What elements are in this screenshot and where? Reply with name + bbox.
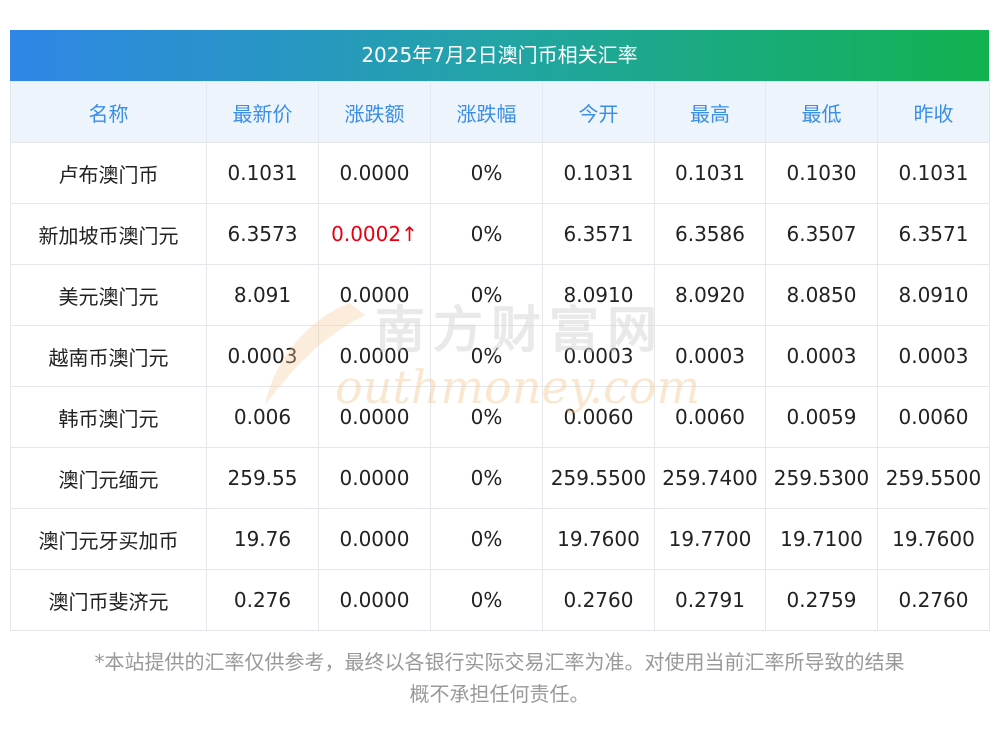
cell-latest: 0.006 [206, 386, 319, 448]
disclaimer-line-1: *本站提供的汇率仅供参考，最终以各银行实际交易汇率为准。对使用当前汇率所导致的结… [94, 650, 905, 674]
cell-name: 越南币澳门元 [10, 325, 207, 387]
cell-latest: 0.0003 [206, 325, 319, 387]
table-title: 2025年7月2日澳门币相关汇率 [10, 30, 989, 81]
column-header-high: 最高 [654, 81, 766, 143]
cell-prev-close: 19.7600 [877, 508, 990, 570]
cell-high: 6.3586 [654, 203, 766, 265]
cell-latest: 0.276 [206, 569, 319, 631]
cell-change: 0.0000 [318, 569, 431, 631]
cell-latest: 6.3573 [206, 203, 319, 265]
column-header-name: 名称 [10, 81, 207, 143]
cell-prev-close: 6.3571 [877, 203, 990, 265]
cell-high: 8.0920 [654, 264, 766, 326]
disclaimer-line-2: 概不承担任何责任。 [409, 682, 590, 706]
cell-name: 澳门元牙买加币 [10, 508, 207, 570]
cell-low: 0.1030 [765, 142, 878, 204]
cell-open: 6.3571 [542, 203, 655, 265]
cell-latest: 8.091 [206, 264, 319, 326]
cell-open: 0.0003 [542, 325, 655, 387]
table-header: 名称 最新价 涨跌额 涨跌幅 今开 最高 最低 昨收 [10, 81, 990, 143]
cell-change-pct: 0% [430, 569, 543, 631]
rate-table-panel: 2025年7月2日澳门币相关汇率 名称 最新价 涨跌额 涨跌幅 今开 最高 最低… [10, 30, 990, 631]
cell-change-pct: 0% [430, 203, 543, 265]
cell-latest: 19.76 [206, 508, 319, 570]
cell-name: 美元澳门元 [10, 264, 207, 326]
cell-change: 0.0000 [318, 447, 431, 509]
cell-high: 19.7700 [654, 508, 766, 570]
table-row: 卢布澳门币 0.1031 0.0000 0% 0.1031 0.1031 0.1… [10, 142, 990, 204]
cell-change: 0.0000 [318, 264, 431, 326]
cell-change-pct: 0% [430, 447, 543, 509]
column-header-change: 涨跌额 [318, 81, 431, 143]
cell-change: 0.0000 [318, 386, 431, 448]
cell-latest: 0.1031 [206, 142, 319, 204]
table-row: 澳门元牙买加币 19.76 0.0000 0% 19.7600 19.7700 … [10, 508, 990, 570]
table-row: 美元澳门元 8.091 0.0000 0% 8.0910 8.0920 8.08… [10, 264, 990, 326]
column-header-change-pct: 涨跌幅 [430, 81, 543, 143]
cell-high: 259.7400 [654, 447, 766, 509]
cell-prev-close: 8.0910 [877, 264, 990, 326]
cell-open: 0.2760 [542, 569, 655, 631]
cell-change: 0.0000 [318, 142, 431, 204]
cell-prev-close: 0.2760 [877, 569, 990, 631]
cell-change: 0.0000 [318, 508, 431, 570]
column-header-low: 最低 [765, 81, 878, 143]
exchange-rate-table: 名称 最新价 涨跌额 涨跌幅 今开 最高 最低 昨收 卢布澳门币 0.1031 … [10, 81, 990, 631]
cell-latest: 259.55 [206, 447, 319, 509]
cell-high: 0.0060 [654, 386, 766, 448]
cell-change-pct: 0% [430, 142, 543, 204]
cell-high: 0.2791 [654, 569, 766, 631]
cell-name: 澳门币斐济元 [10, 569, 207, 631]
cell-prev-close: 0.0003 [877, 325, 990, 387]
cell-change-pct: 0% [430, 386, 543, 448]
cell-change-pct: 0% [430, 508, 543, 570]
cell-prev-close: 0.1031 [877, 142, 990, 204]
column-header-open: 今开 [542, 81, 655, 143]
cell-change-up: 0.0002↑ [318, 203, 431, 265]
cell-change-pct: 0% [430, 264, 543, 326]
cell-name: 卢布澳门币 [10, 142, 207, 204]
cell-open: 8.0910 [542, 264, 655, 326]
cell-low: 0.0003 [765, 325, 878, 387]
cell-name: 韩币澳门元 [10, 386, 207, 448]
cell-name: 澳门元缅元 [10, 447, 207, 509]
table-row: 澳门元缅元 259.55 0.0000 0% 259.5500 259.7400… [10, 447, 990, 509]
disclaimer-note: *本站提供的汇率仅供参考，最终以各银行实际交易汇率为准。对使用当前汇率所导致的结… [10, 646, 989, 710]
cell-low: 19.7100 [765, 508, 878, 570]
cell-low: 0.0059 [765, 386, 878, 448]
cell-open: 0.1031 [542, 142, 655, 204]
table-row: 澳门币斐济元 0.276 0.0000 0% 0.2760 0.2791 0.2… [10, 569, 990, 631]
cell-open: 19.7600 [542, 508, 655, 570]
cell-change: 0.0000 [318, 325, 431, 387]
cell-prev-close: 259.5500 [877, 447, 990, 509]
cell-open: 259.5500 [542, 447, 655, 509]
cell-name: 新加坡币澳门元 [10, 203, 207, 265]
cell-prev-close: 0.0060 [877, 386, 990, 448]
cell-low: 0.2759 [765, 569, 878, 631]
cell-high: 0.1031 [654, 142, 766, 204]
cell-low: 6.3507 [765, 203, 878, 265]
cell-low: 8.0850 [765, 264, 878, 326]
cell-low: 259.5300 [765, 447, 878, 509]
cell-change-pct: 0% [430, 325, 543, 387]
table-row: 新加坡币澳门元 6.3573 0.0002↑ 0% 6.3571 6.3586 … [10, 203, 990, 265]
column-header-prev-close: 昨收 [877, 81, 990, 143]
cell-open: 0.0060 [542, 386, 655, 448]
table-row: 韩币澳门元 0.006 0.0000 0% 0.0060 0.0060 0.00… [10, 386, 990, 448]
table-row: 越南币澳门元 0.0003 0.0000 0% 0.0003 0.0003 0.… [10, 325, 990, 387]
column-header-latest: 最新价 [206, 81, 319, 143]
table-body: 卢布澳门币 0.1031 0.0000 0% 0.1031 0.1031 0.1… [10, 142, 990, 631]
cell-high: 0.0003 [654, 325, 766, 387]
